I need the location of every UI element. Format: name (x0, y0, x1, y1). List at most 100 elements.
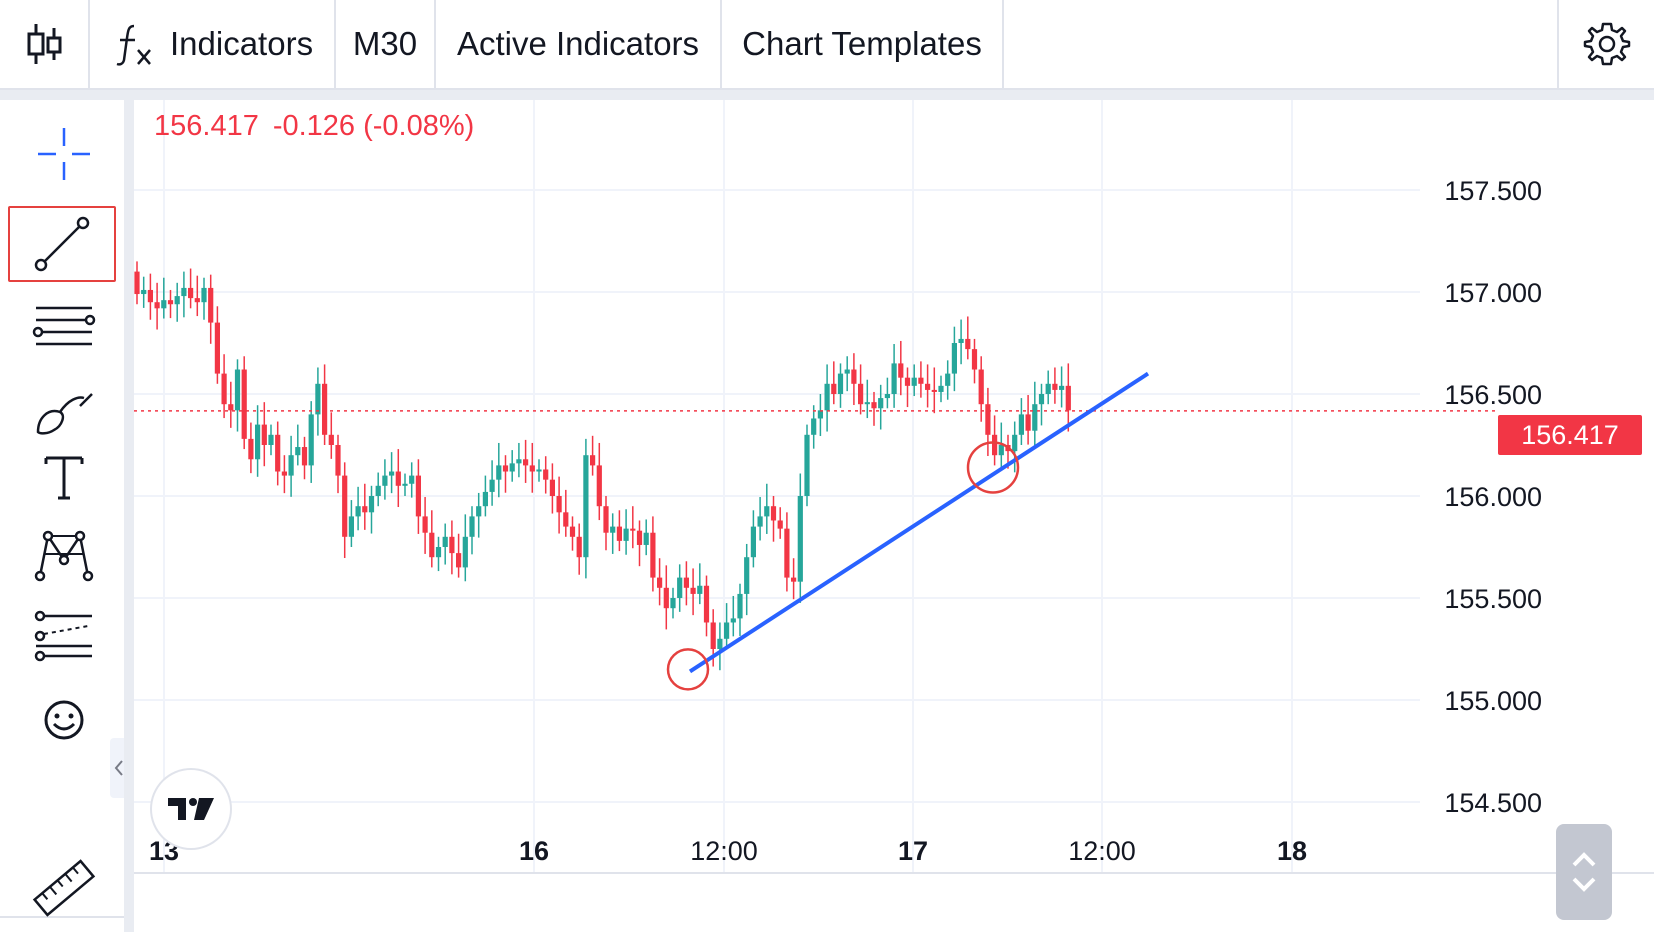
active-indicators-button[interactable]: Active Indicators (436, 0, 722, 88)
forecast-tool[interactable] (14, 600, 114, 672)
candle-body (556, 496, 562, 513)
trend-line-tool[interactable] (8, 206, 116, 282)
timeframe-button[interactable]: M30 (336, 0, 436, 88)
tradingview-logo-icon (168, 798, 214, 820)
candle-body (884, 394, 890, 399)
text-tool[interactable] (14, 440, 114, 512)
crosshair-tool[interactable] (14, 118, 114, 190)
candle-body (469, 516, 475, 537)
indicators-label: Indicators (170, 25, 314, 62)
candle-body (248, 438, 254, 460)
candle-body (657, 577, 663, 588)
candle-body (502, 465, 509, 472)
candle-body (409, 475, 415, 484)
candle-body (261, 424, 267, 445)
measure-tool[interactable] (14, 852, 114, 924)
candle-body (1018, 414, 1024, 435)
tradingview-logo[interactable] (152, 770, 230, 848)
candle-body (134, 271, 140, 295)
candle-body (509, 463, 515, 472)
candle-body (569, 526, 576, 537)
pattern-tool[interactable] (14, 518, 114, 590)
time-tick-label: 18 (1277, 836, 1307, 866)
chart-canvas[interactable]: 157.500 157.000 156.500 156.000 155.500 155.0… (134, 100, 1654, 932)
price-tick-label: 155.000 (1444, 686, 1542, 716)
settings-button[interactable] (1557, 0, 1654, 88)
chart-templates-button[interactable]: Chart Templates (722, 0, 1004, 88)
candle-body (690, 587, 696, 594)
axes: 157.500 157.000 156.500 156.000 155.500 155.0… (149, 176, 1542, 866)
candle-body (1012, 434, 1018, 452)
price-tick-label: 155.500 (1444, 584, 1542, 614)
candles (134, 261, 1071, 671)
candle-body (422, 516, 428, 533)
emoji-tool[interactable] (14, 684, 114, 756)
indicators-button[interactable]: Indicators (90, 0, 336, 88)
legend-change: -0.126 (272, 110, 356, 142)
candle-body (931, 389, 937, 392)
candle-body (724, 622, 730, 639)
chevron-down-icon (1572, 877, 1596, 892)
candle-body (697, 585, 703, 594)
candle-body (576, 536, 582, 558)
candle-body (563, 512, 569, 527)
candle-body (208, 287, 214, 323)
candle-body (368, 496, 375, 513)
candle-body (201, 287, 207, 303)
candle-body (462, 536, 468, 568)
candle-body (824, 383, 830, 411)
candle-body (858, 383, 864, 405)
timeframe-label: M30 (352, 25, 418, 62)
candle-body (241, 369, 247, 439)
candle-body (583, 455, 589, 558)
brush-tool[interactable] (14, 376, 114, 448)
candle-body (898, 363, 904, 378)
candle-body (516, 459, 522, 464)
candle-body (770, 506, 777, 521)
candle-body (167, 300, 174, 305)
candle-body (717, 638, 723, 649)
candle-body (529, 465, 535, 472)
candle-body (985, 404, 991, 435)
candle-body (1025, 414, 1031, 431)
candle-body (891, 363, 897, 394)
horizontal-lines-icon (32, 306, 96, 346)
candle-body (958, 338, 964, 343)
candle-body (811, 418, 817, 435)
candle-body (817, 410, 823, 419)
candle-body (141, 289, 147, 295)
candle-body (744, 557, 750, 594)
candle-body (683, 577, 689, 588)
candle-body (904, 377, 911, 386)
price-tick-label: 154.500 (1444, 788, 1542, 818)
highlight-circle-touch (966, 441, 1020, 494)
candle-body (871, 402, 877, 409)
collapse-toolbar-button[interactable] (110, 738, 128, 798)
chevron-left-icon (114, 760, 123, 776)
scroll-price-button[interactable] (1556, 824, 1612, 920)
chart-pane[interactable]: 157.500 157.000 156.500 156.000 155.500 155.0… (134, 100, 1654, 932)
pane-gutter (124, 100, 134, 932)
price-tick-label: 156.500 (1444, 380, 1542, 410)
candle-body (188, 287, 194, 299)
candle-body (911, 377, 917, 386)
price-legend: 156.417 -0.126 (-0.08%) (154, 110, 488, 143)
candle-body (804, 434, 810, 496)
trend-line (688, 371, 1150, 674)
candle-body (429, 532, 435, 558)
candle-body (295, 447, 301, 456)
candle-body (1052, 383, 1058, 390)
legend-price: 156.417 (154, 110, 259, 142)
candle-body (643, 532, 649, 545)
candle-body (925, 383, 931, 390)
candle-body (221, 373, 227, 405)
top-toolbar: Indicators M30 Active Indicators Chart T… (0, 0, 1654, 90)
horizontal-lines-tool[interactable] (14, 292, 114, 364)
chart-templates-label: Chart Templates (742, 25, 982, 62)
chart-type-button[interactable] (0, 0, 90, 88)
emoji-icon (44, 700, 84, 740)
toolbar-separator (0, 916, 124, 918)
time-tick-label: 12:00 (690, 836, 758, 866)
candle-body (301, 447, 308, 466)
toolbar-divider (0, 90, 1654, 100)
